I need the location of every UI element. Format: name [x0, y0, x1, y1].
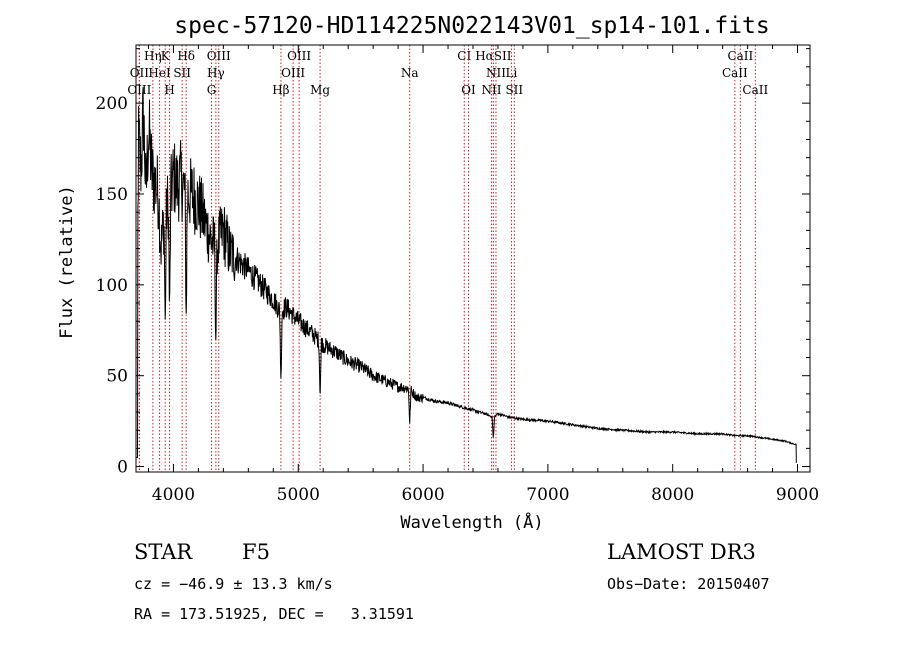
survey-name: LAMOST DR3 — [607, 540, 756, 564]
x-axis-label: Wavelength (Å) — [400, 511, 543, 533]
line-label: CaII — [722, 66, 748, 80]
x-tick-label: 6000 — [401, 485, 444, 505]
line-label: CaII — [742, 83, 768, 97]
line-label: OIII — [207, 49, 231, 63]
line-label: SII — [505, 83, 523, 97]
observation-date: Obs−Date: 20150407 — [607, 575, 770, 593]
line-label: CaII — [727, 49, 753, 63]
x-tick-label: 8000 — [651, 485, 694, 505]
line-label: Hη — [144, 49, 162, 63]
line-label: H — [164, 83, 174, 97]
y-tick-label: 200 — [96, 94, 128, 114]
line-label: SII — [173, 66, 191, 80]
object-subclass: F5 — [242, 540, 270, 564]
line-label: HαSII — [475, 49, 512, 63]
y-tick-label: 0 — [117, 458, 128, 478]
y-tick-label: 150 — [96, 185, 128, 205]
redshift-velocity: cz = −46.9 ± 13.3 km/s — [134, 575, 333, 593]
axis-ticks: 4000 5000 6000 7000 8000 9000 0 50 100 150 200 — [96, 45, 819, 505]
series-line-flux — [136, 87, 797, 463]
line-label: G — [207, 83, 217, 97]
spectrum-series — [136, 87, 797, 463]
y-tick-label: 100 — [96, 276, 128, 296]
line-label: HeI — [148, 66, 171, 80]
line-label: NII — [481, 83, 501, 97]
y-tick-label: 50 — [106, 367, 128, 387]
line-label: K — [161, 49, 171, 63]
x-tick-label: 9000 — [776, 485, 819, 505]
line-label: CI — [457, 49, 471, 63]
line-label: Mg — [310, 83, 330, 97]
line-label: Li — [506, 66, 518, 80]
line-label: OIII — [281, 66, 305, 80]
line-label: Na — [401, 66, 419, 80]
coordinates: RA = 173.51925, DEC = 3.31591 — [134, 605, 414, 623]
line-label: OI — [461, 83, 476, 97]
chart-title: spec-57120-HD114225N022143V01_sp14-101.f… — [174, 13, 769, 39]
y-axis-label: Flux (relative) — [57, 185, 77, 339]
line-label: NII — [486, 66, 506, 80]
line-label: OIII — [127, 83, 151, 97]
x-tick-label: 5000 — [277, 485, 320, 505]
line-label: Hγ — [207, 66, 225, 80]
x-tick-label: 7000 — [526, 485, 569, 505]
line-label: Hβ — [272, 83, 289, 97]
line-label: Hδ — [177, 49, 195, 63]
x-tick-label: 4000 — [152, 485, 195, 505]
object-type: STAR — [134, 540, 193, 564]
line-label: OIII — [287, 49, 311, 63]
